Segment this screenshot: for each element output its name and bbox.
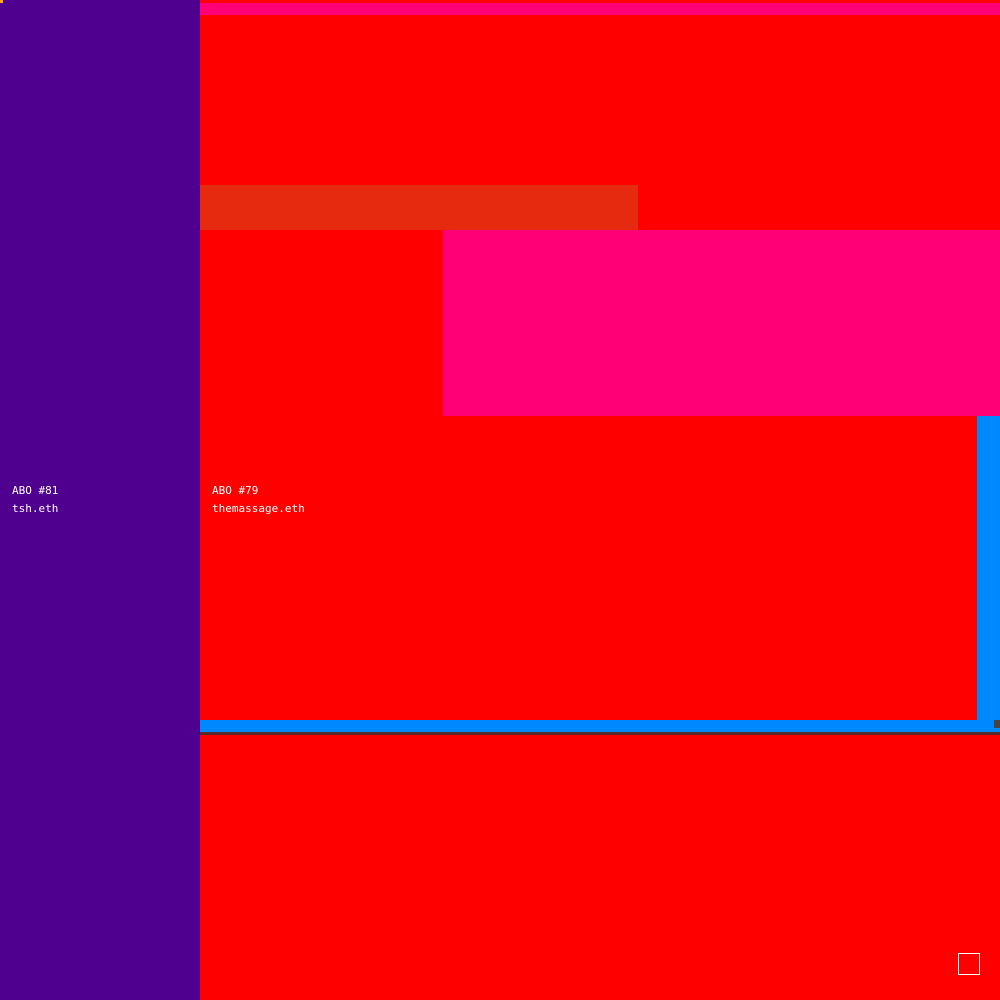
blue-bottom-strip[interactable]: [200, 720, 1000, 732]
tile-title: ABO #79: [212, 484, 259, 497]
top-pink-strip[interactable]: [200, 3, 1000, 15]
tile-pink-block[interactable]: [443, 230, 1000, 416]
tile-owner: tsh.eth: [12, 502, 59, 515]
tile-label-abo-81: ABO #81 tsh.eth: [12, 482, 58, 518]
corner-marker: [0, 0, 3, 3]
tile-label-abo-79: ABO #79 themassage.eth: [212, 482, 305, 518]
tile-top-red[interactable]: [200, 15, 1000, 185]
tile-title: ABO #81: [12, 484, 59, 497]
tile-abo-81[interactable]: [0, 0, 200, 1000]
tile-abo-79[interactable]: [200, 416, 977, 720]
tile-orange-bar[interactable]: [200, 185, 638, 230]
gray-small-tile[interactable]: [994, 720, 1000, 728]
fullscreen-button[interactable]: [958, 953, 980, 975]
blue-right-strip[interactable]: [977, 416, 1000, 732]
divider-line: [200, 732, 1000, 735]
tile-owner: themassage.eth: [212, 502, 305, 515]
